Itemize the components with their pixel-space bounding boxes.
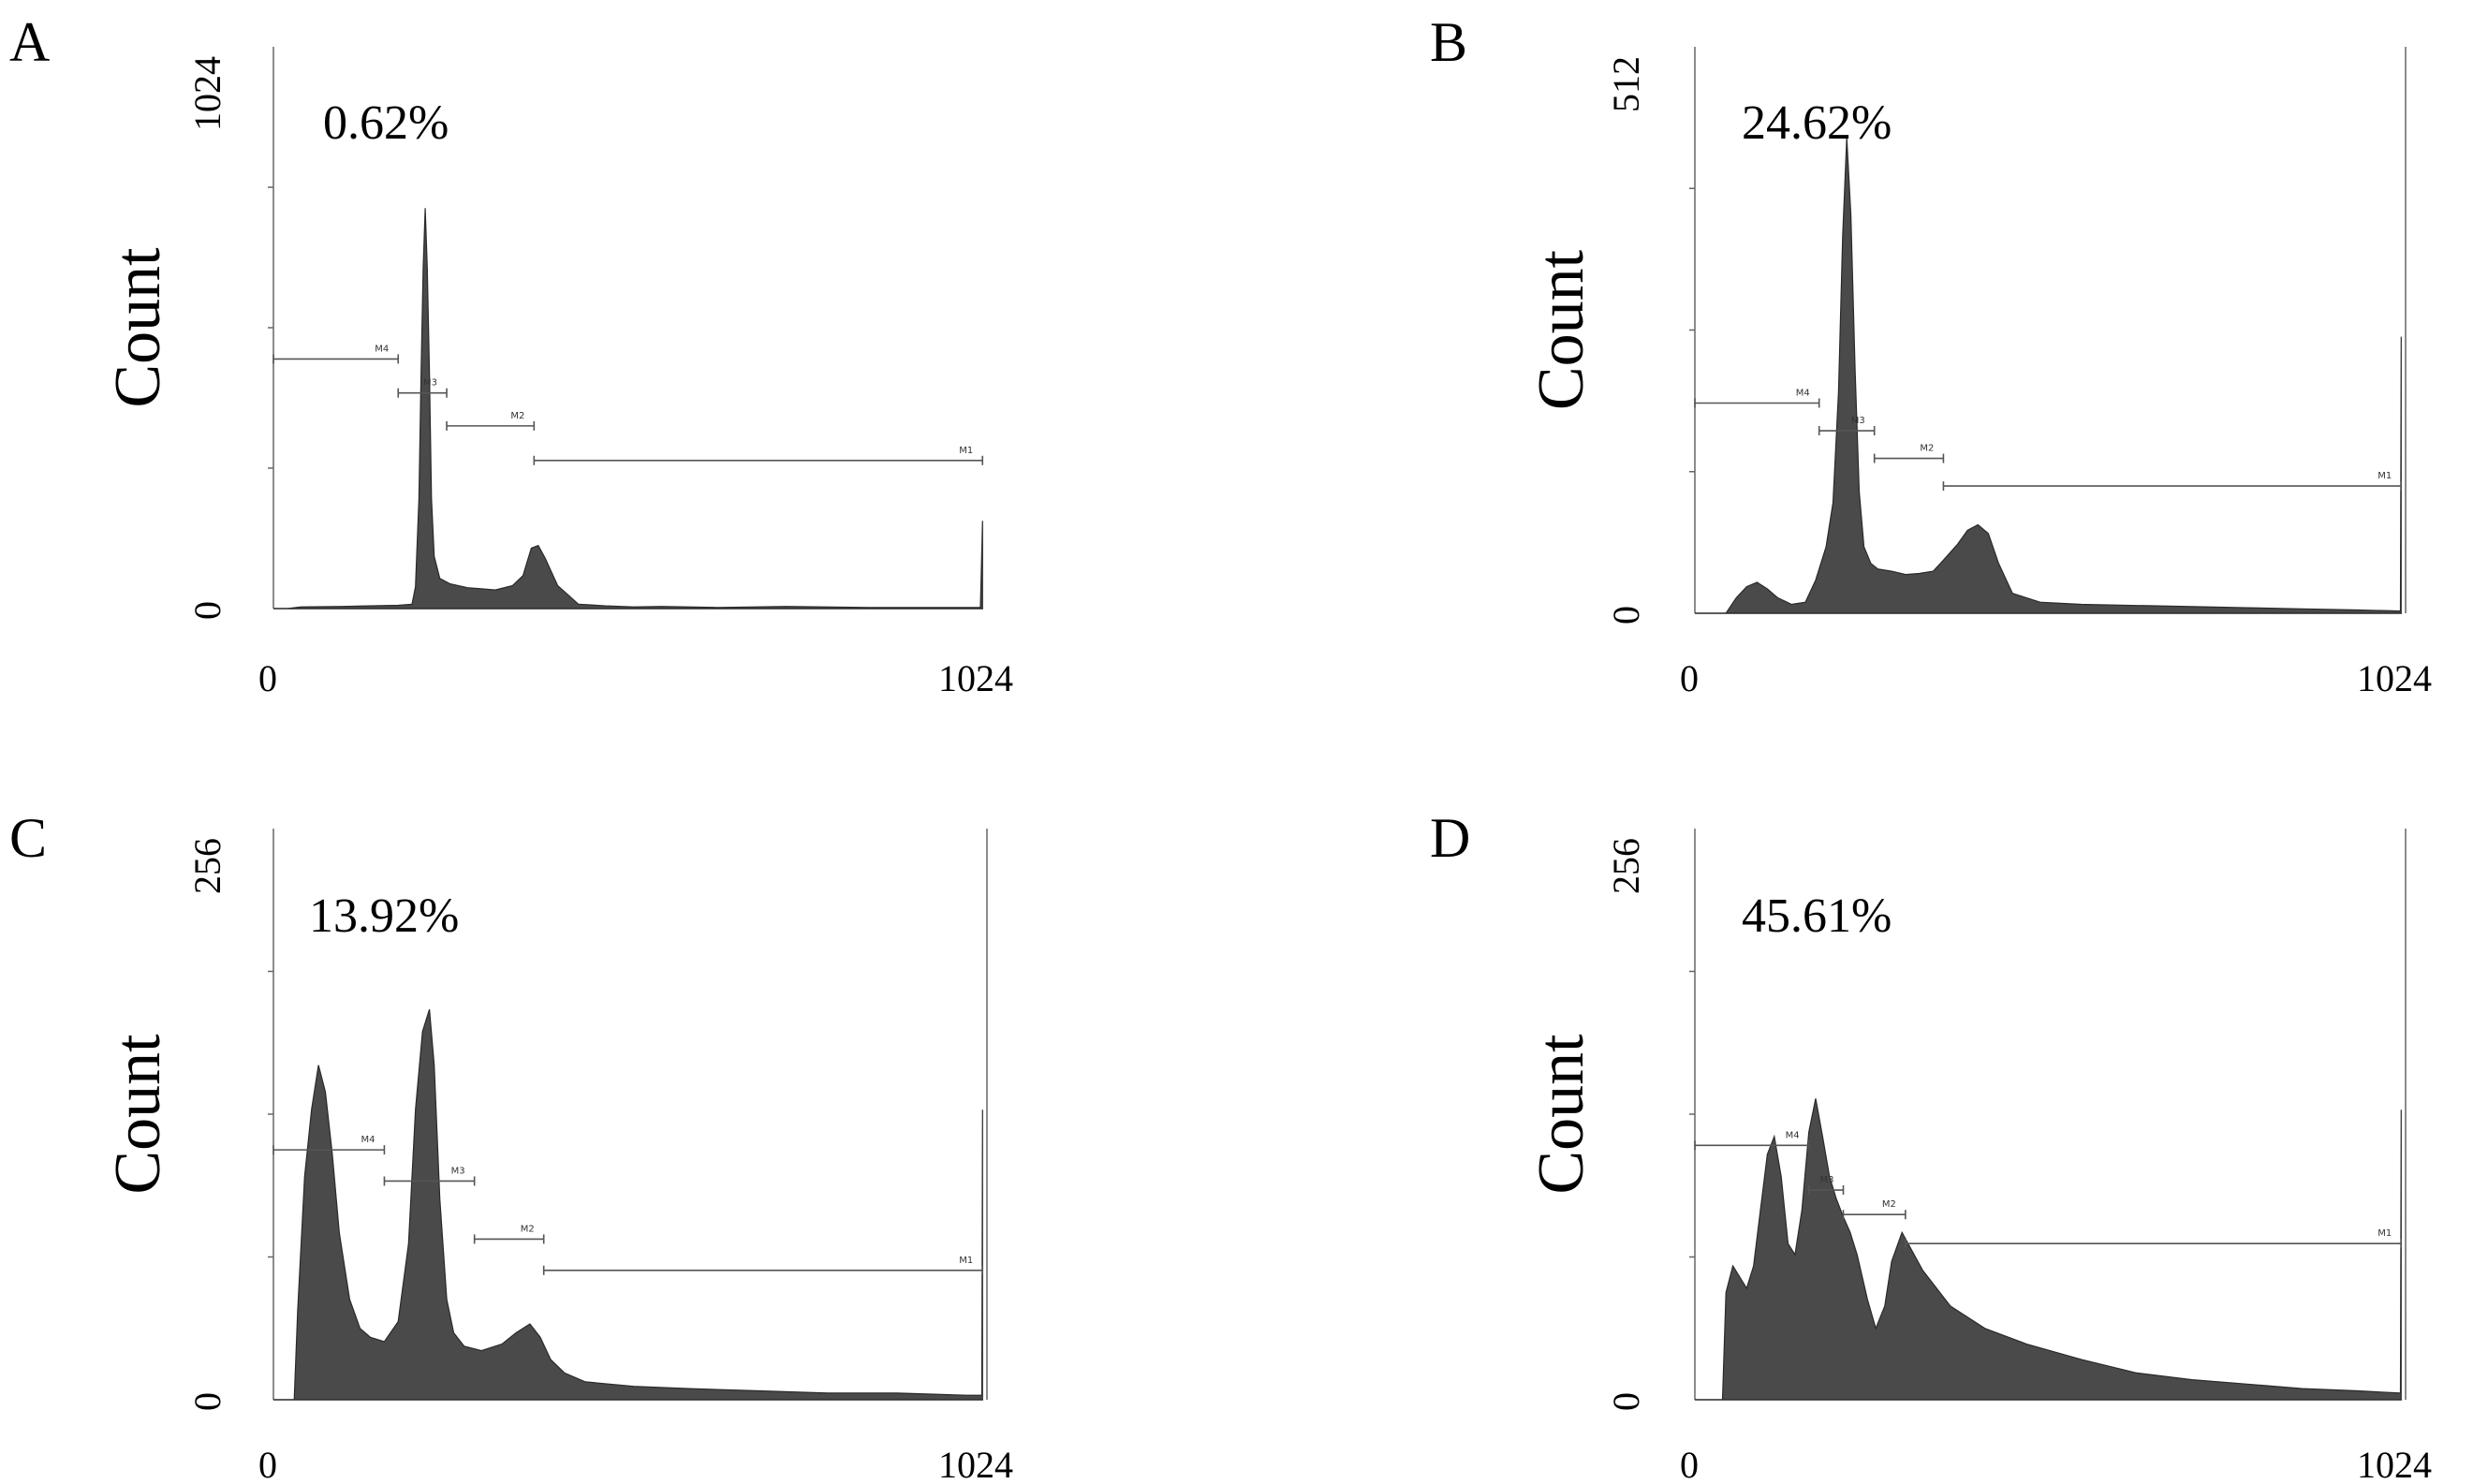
gate-m1: M1: [1905, 1228, 2403, 1249]
gate-label: M3: [451, 1166, 465, 1176]
gate-m4: M4: [272, 1135, 386, 1155]
x-tick-label-min: 0: [258, 657, 277, 699]
x-tick-label-min: 0: [1680, 1444, 1699, 1484]
gate-label: M4: [1796, 388, 1810, 398]
gate-label: M4: [375, 344, 389, 354]
gate-m2: M2: [1842, 1199, 1906, 1220]
gate-m3: M3: [1818, 416, 1876, 436]
gate-m4: M4: [272, 344, 400, 364]
gate-m1: M1: [542, 1256, 984, 1275]
gate-label: M1: [959, 1256, 973, 1266]
y-tick-label-min: 0: [1605, 1392, 1647, 1411]
gate-m3: M3: [397, 378, 448, 398]
gate-label: M2: [521, 1224, 535, 1234]
gate-label: M3: [1851, 416, 1865, 426]
panel-letter: B: [1430, 11, 1467, 73]
gate-m3: M3: [383, 1166, 476, 1186]
y-tick-label-min: 0: [186, 601, 228, 620]
y-axis-label: Count: [102, 247, 174, 408]
histogram-area: [1695, 1098, 2402, 1401]
panel-c: C Count 256 0 0 1024 M4 M3 M2 M1 13.92%: [9, 807, 1013, 1484]
y-tick-label-min: 0: [186, 1392, 228, 1411]
gate-m4: M4: [1694, 1130, 1810, 1151]
histogram-area: [273, 208, 983, 610]
gate-label: M2: [510, 411, 524, 421]
gate-label: M1: [2378, 471, 2392, 481]
histogram-area: [1695, 137, 2402, 614]
gate-label: M1: [959, 446, 973, 456]
y-axis-label: Count: [1525, 249, 1597, 410]
x-tick-label-min: 0: [258, 1444, 277, 1484]
panel-b: B Count 512 0 0 1024 M4 M3 M2 M1 24.62%: [1430, 11, 2432, 699]
panel-a: A Count 1024 0 0 1024 M4 M3 M2 M1 0.62%: [9, 11, 1013, 699]
y-axis-label: Count: [1525, 1034, 1597, 1195]
x-tick-label-max: 1024: [938, 1444, 1013, 1484]
y-tick-label-max: 256: [1605, 838, 1647, 894]
y-tick-label-min: 0: [1605, 606, 1647, 624]
y-tick-label-max: 256: [186, 838, 228, 894]
gate-label: M1: [2378, 1228, 2392, 1239]
x-tick-label-max: 1024: [938, 657, 1013, 699]
y-axis-label: Count: [102, 1034, 174, 1195]
x-tick-label-min: 0: [1680, 657, 1699, 699]
x-tick-label-max: 1024: [2357, 657, 2432, 699]
x-tick-label-max: 1024: [2357, 1444, 2432, 1484]
gate-label: M2: [1920, 444, 1934, 454]
panel-letter: D: [1430, 807, 1470, 869]
gate-label: M2: [1882, 1199, 1896, 1210]
gate-m1: M1: [1942, 471, 2403, 492]
gate-label: M4: [1786, 1130, 1800, 1140]
percentage-annotation: 0.62%: [323, 96, 449, 150]
y-tick-label-max: 512: [1605, 56, 1647, 112]
gate-m2: M2: [446, 411, 536, 431]
panels: A Count 1024 0 0 1024 M4 M3 M2 M1 0.62% B Count 512 0 0…: [9, 11, 2432, 1484]
gate-m3: M3: [1807, 1175, 1845, 1196]
gate-label: M3: [1820, 1175, 1834, 1185]
percentage-annotation: 24.62%: [1742, 96, 1892, 150]
panel-d: D Count 256 0 0 1024 M4 M3 M2 M1 45.61%: [1430, 807, 2432, 1484]
gate-label: M3: [423, 378, 437, 389]
percentage-annotation: 13.92%: [309, 889, 459, 943]
gate-m4: M4: [1694, 388, 1820, 408]
gate-m2: M2: [473, 1224, 545, 1244]
histogram-area: [273, 1008, 983, 1401]
y-tick-label-max: 1024: [186, 56, 228, 131]
gate-label: M4: [361, 1135, 375, 1145]
gate-m2: M2: [1873, 444, 1945, 463]
percentage-annotation: 45.61%: [1742, 889, 1892, 943]
gate-m1: M1: [533, 446, 984, 465]
panel-letter: A: [9, 11, 50, 73]
panel-letter: C: [9, 807, 47, 869]
